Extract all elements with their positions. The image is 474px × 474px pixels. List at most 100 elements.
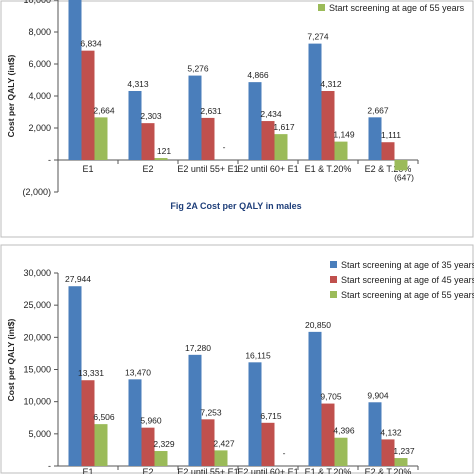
bar <box>321 403 335 466</box>
data-label: 16,115 <box>245 350 271 360</box>
data-label: 6,834 <box>80 39 102 49</box>
legend-swatch <box>330 261 337 268</box>
legend-label: Start screening at age of 55 years <box>341 290 474 300</box>
data-label: 2,329 <box>153 439 175 449</box>
y-tick-label: 6,000 <box>28 59 51 69</box>
data-label: 4,866 <box>247 70 269 80</box>
bar <box>381 439 395 466</box>
x-category-label: E2 & T.20% <box>365 164 412 174</box>
x-category-label: E2 until 60+ E1 <box>237 467 298 474</box>
bar <box>81 50 95 160</box>
y-tick-label: 25,000 <box>23 300 51 310</box>
y-tick-label: 8,000 <box>28 27 51 37</box>
data-label: 2,303 <box>140 111 162 121</box>
data-label: - <box>283 448 286 458</box>
data-label: 1,149 <box>333 130 355 140</box>
bar <box>94 117 108 160</box>
data-label: 2,664 <box>93 105 115 115</box>
y-tick-label: 10,000 <box>23 397 51 407</box>
y-axis-title: Cost per QALY (int$) <box>6 319 16 402</box>
figure-caption: Fig 2A Cost per QALY in males <box>170 201 301 211</box>
x-category-label: E2 <box>142 164 153 174</box>
bar <box>188 354 202 466</box>
bar <box>154 451 168 466</box>
bar <box>274 134 288 160</box>
y-tick-label: 5,000 <box>28 429 51 439</box>
x-category-label: E2 <box>142 467 153 474</box>
x-category-label: E1 <box>82 164 93 174</box>
x-category-label: E2 until 60+ E1 <box>237 164 298 174</box>
data-label: 5,276 <box>187 64 209 74</box>
bar <box>308 43 322 161</box>
data-label: 4,312 <box>320 79 342 89</box>
bar <box>248 82 262 160</box>
legend-label: Start screening at age of 35 years <box>341 260 474 270</box>
x-category-label: E1 & T.20% <box>305 164 352 174</box>
data-label: 13,470 <box>125 367 151 377</box>
y-tick-label: 15,000 <box>23 365 51 375</box>
data-label: (647) <box>394 172 414 182</box>
data-label: 9,705 <box>320 392 342 402</box>
data-label: 1,617 <box>273 122 295 132</box>
x-category-label: E2 until 55+ E1 <box>177 164 238 174</box>
x-category-label: E2 & T.20% <box>365 467 412 474</box>
bar <box>394 458 408 466</box>
data-label: 27,944 <box>65 274 91 284</box>
data-label: 6,715 <box>260 411 282 421</box>
y-tick-label: - <box>48 155 51 165</box>
data-label: 6,506 <box>93 412 115 422</box>
bar <box>321 91 335 160</box>
data-label: 4,313 <box>127 79 149 89</box>
bar <box>308 331 322 466</box>
data-label: 1,237 <box>393 446 415 456</box>
bar <box>201 117 215 160</box>
bar <box>128 90 142 160</box>
data-label: 2,667 <box>367 105 389 115</box>
legend-swatch <box>330 291 337 298</box>
data-label: 13,331 <box>78 368 104 378</box>
bar <box>368 117 382 160</box>
bar <box>201 419 215 466</box>
bar <box>248 362 262 466</box>
data-label: 4,396 <box>333 426 355 436</box>
y-axis-title: Cost per QALY (int$) <box>6 55 16 138</box>
bar <box>94 424 108 466</box>
data-label: 17,280 <box>185 343 211 353</box>
bar <box>381 142 395 160</box>
data-label: 2,631 <box>200 106 222 116</box>
bar <box>394 160 408 171</box>
legend-swatch <box>330 276 337 283</box>
data-label: 7,274 <box>307 32 329 42</box>
bar <box>154 158 168 160</box>
data-label: 2,427 <box>213 438 235 448</box>
y-tick-label: 4,000 <box>28 91 51 101</box>
y-tick-label: 20,000 <box>23 332 51 342</box>
bar <box>261 121 275 160</box>
bar <box>334 141 348 160</box>
data-label: 4,132 <box>380 427 402 437</box>
bar <box>188 75 202 160</box>
data-label: 2,434 <box>260 109 282 119</box>
x-category-label: E1 <box>82 467 93 474</box>
legend-label: Start screening at age of 45 years <box>341 275 474 285</box>
y-tick-label: (2,000) <box>22 187 51 197</box>
data-label: 121 <box>157 146 171 156</box>
chart-cost-per-qaly-second: - 5,000 10,000 15,000 20,000 25,000 30,000 Cost… <box>0 244 474 474</box>
bar <box>334 437 348 466</box>
legend-label: Start screening at age of 55 years <box>329 3 465 13</box>
bar <box>141 427 155 466</box>
bar <box>128 379 142 466</box>
chart-cost-per-qaly-males: (2,000) - 2,000 4,000 6,000 8,000 10,000 Cost p… <box>0 0 474 238</box>
data-label: 9,904 <box>367 390 389 400</box>
bar <box>68 0 82 160</box>
bar <box>214 450 228 466</box>
bar <box>141 123 155 160</box>
data-label: 7,253 <box>200 407 222 417</box>
y-tick-label: 30,000 <box>23 268 51 278</box>
legend-swatch <box>318 4 325 11</box>
bar <box>68 286 82 466</box>
bar <box>261 422 275 466</box>
data-label: 5,960 <box>140 416 162 426</box>
x-category-label: E2 until 55+ E1 <box>177 467 238 474</box>
y-tick-label: 2,000 <box>28 123 51 133</box>
